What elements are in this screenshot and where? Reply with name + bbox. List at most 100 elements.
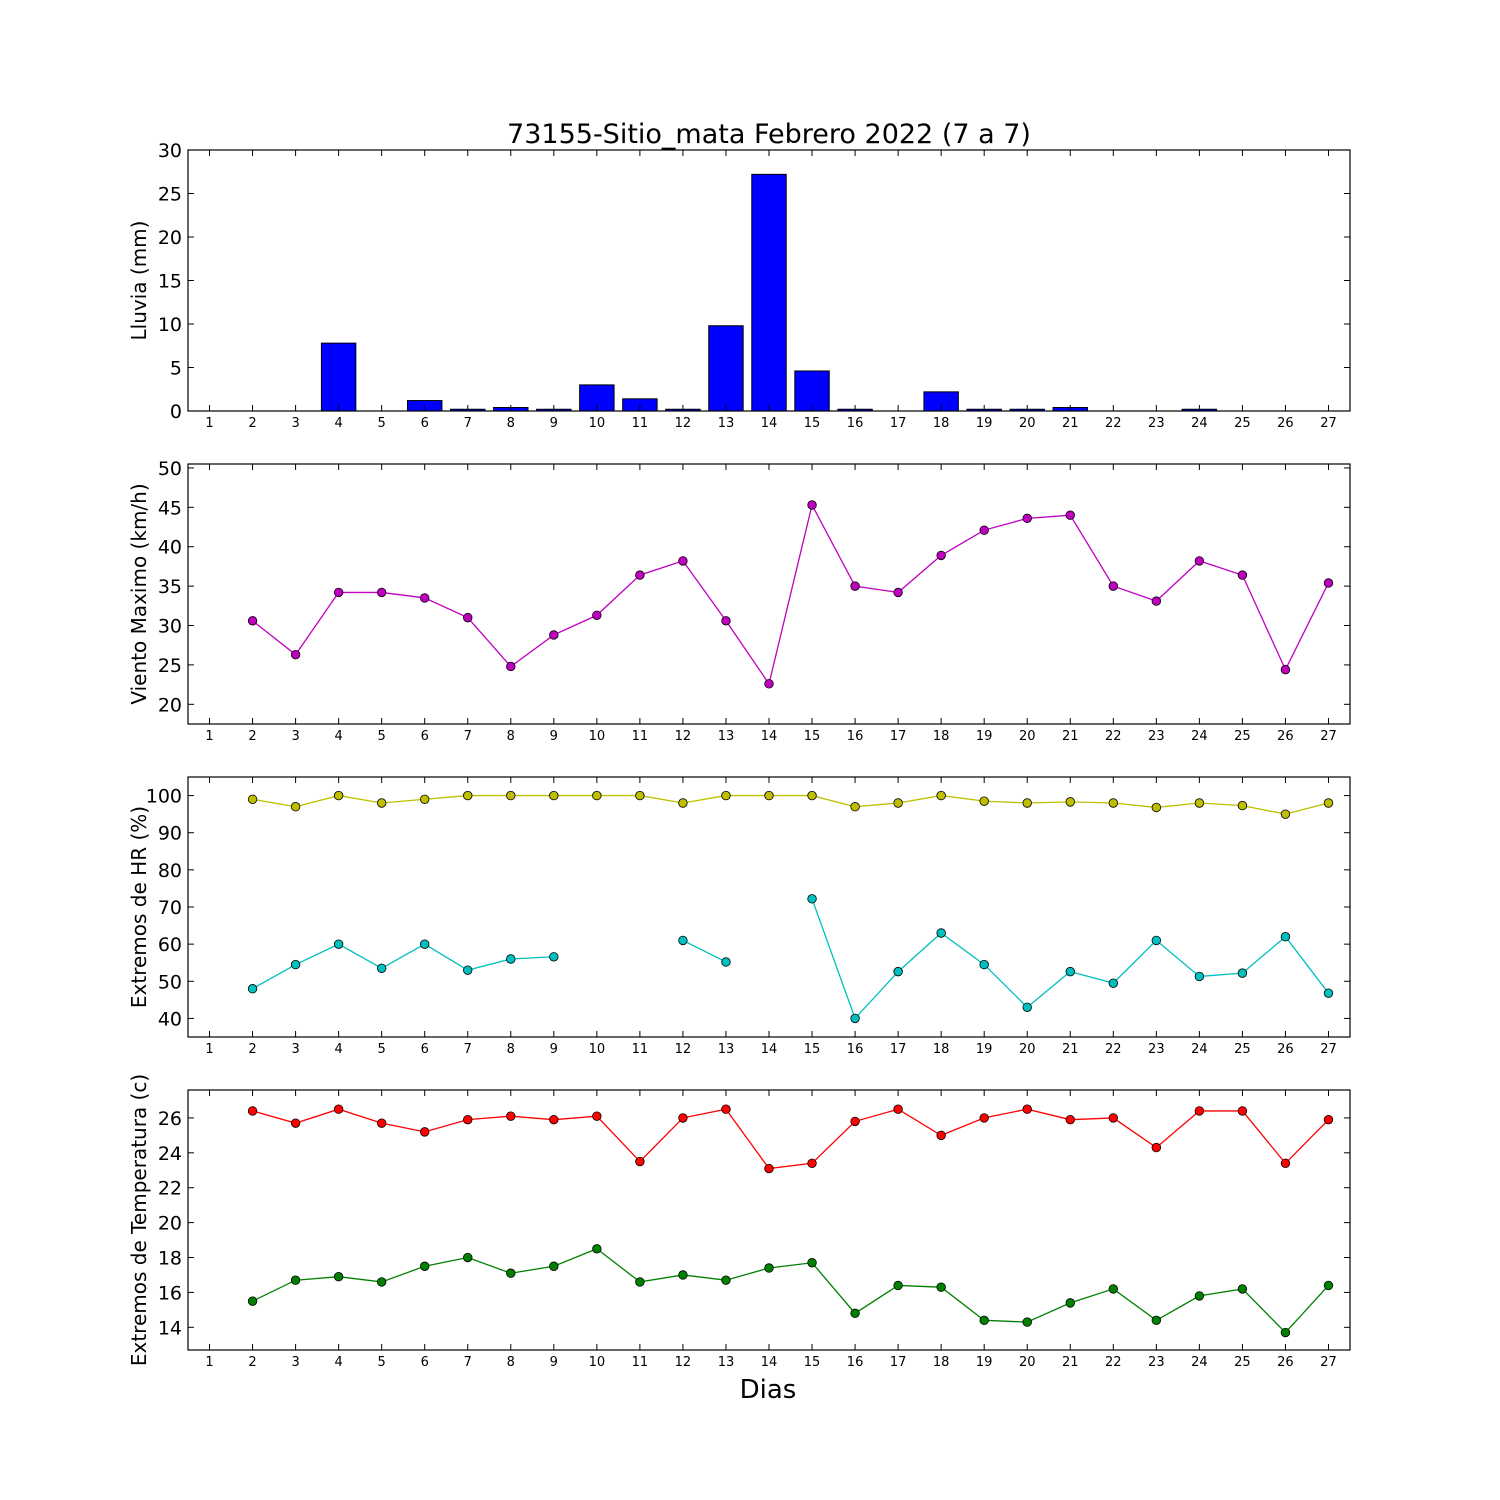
panels: 1 2 3 4 5 6 7 8 9 10 11 12 13 14 15 16 17 18 19 20 21 22 23 24 2… xyxy=(127,140,1351,1370)
data-point xyxy=(333,1104,344,1114)
x-tick-label: 5 xyxy=(378,1042,386,1057)
data-point xyxy=(1194,1291,1205,1301)
data-point xyxy=(1194,556,1205,566)
x-tick-label: 22 xyxy=(1105,1355,1122,1370)
data-point xyxy=(1194,1106,1205,1116)
y-tick-label: 25 xyxy=(158,655,182,677)
data-point xyxy=(549,1261,559,1271)
bar xyxy=(320,342,357,412)
data-point xyxy=(1108,798,1118,808)
x-tick-label: 9 xyxy=(550,416,558,431)
data-point xyxy=(721,957,731,967)
x-tick-label: 14 xyxy=(761,729,778,744)
x-tick-label: 4 xyxy=(334,416,342,431)
data-point xyxy=(376,963,387,973)
x-tick-label: 9 xyxy=(550,729,558,744)
y-tick-label: 5 xyxy=(170,358,182,380)
data-point xyxy=(635,1156,645,1167)
series-line xyxy=(252,1108,1329,1170)
data-point xyxy=(764,790,774,801)
data-point xyxy=(420,1261,430,1271)
data-point xyxy=(979,959,989,970)
data-point xyxy=(1108,1284,1118,1294)
data-point xyxy=(1022,1104,1032,1114)
x-tick-label: 12 xyxy=(675,729,692,744)
data-point xyxy=(1022,1002,1032,1012)
x-tick-label: 5 xyxy=(378,416,386,431)
bar xyxy=(751,173,787,412)
data-point xyxy=(463,1252,473,1263)
data-point xyxy=(1022,513,1032,524)
x-tick-label: 5 xyxy=(378,1355,386,1370)
data-point xyxy=(1323,988,1334,998)
x-tick-label: 13 xyxy=(718,1042,735,1057)
x-tick-label: 27 xyxy=(1320,416,1337,431)
x-tick-label: 8 xyxy=(507,729,515,744)
data-point xyxy=(506,954,516,964)
y-tick-label: 18 xyxy=(158,1248,182,1270)
x-tick-label: 26 xyxy=(1277,729,1294,744)
x-tick-label: 11 xyxy=(632,1042,649,1057)
x-tick-label: 14 xyxy=(761,416,778,431)
data-point xyxy=(936,928,946,938)
x-tick-label: 19 xyxy=(976,729,993,744)
x-tick-label: 24 xyxy=(1191,416,1208,431)
data-point xyxy=(936,1282,946,1292)
data-point xyxy=(376,798,387,808)
series-line xyxy=(252,794,1329,815)
data-point xyxy=(290,802,301,812)
data-point xyxy=(1237,1284,1248,1294)
data-point xyxy=(506,790,516,801)
data-point xyxy=(1108,581,1118,591)
series-line xyxy=(682,939,727,963)
x-tick-label: 1 xyxy=(205,1042,213,1057)
x-tick-label: 16 xyxy=(847,729,864,744)
x-tick-label: 9 xyxy=(550,1042,558,1057)
data-point xyxy=(247,1296,258,1306)
panel-4: 1 2 3 4 5 6 7 8 9 10 11 12 13 14 15 16 17 18 19 20 21 22 23 24 2… xyxy=(127,1074,1351,1370)
data-point xyxy=(893,587,903,598)
x-tick-label: 18 xyxy=(933,1355,950,1370)
x-tick-label: 24 xyxy=(1191,1042,1208,1057)
data-point xyxy=(1065,797,1075,807)
x-tick-label: 17 xyxy=(890,1355,907,1370)
data-point xyxy=(979,1113,989,1123)
x-tick-label: 4 xyxy=(334,729,342,744)
x-tick-label: 10 xyxy=(589,729,606,744)
x-tick-label: 2 xyxy=(248,729,256,744)
data-point xyxy=(807,1258,817,1268)
y-axis-label: Lluvia (mm) xyxy=(127,221,151,341)
x-tick-label: 22 xyxy=(1105,416,1122,431)
data-point xyxy=(506,661,516,672)
x-tick-label: 4 xyxy=(334,1042,342,1057)
y-tick-label: 50 xyxy=(158,971,182,993)
data-point xyxy=(979,1315,989,1326)
x-tick-label: 20 xyxy=(1019,416,1036,431)
y-tick-label: 50 xyxy=(158,458,182,480)
data-point xyxy=(678,1270,688,1280)
x-tick-label: 13 xyxy=(718,416,735,431)
x-tick-label: 19 xyxy=(976,1355,993,1370)
data-point xyxy=(1022,798,1032,808)
x-tick-label: 13 xyxy=(718,729,735,744)
data-point xyxy=(463,1114,473,1125)
data-point xyxy=(893,798,903,808)
x-tick-label: 6 xyxy=(421,1042,429,1057)
data-point xyxy=(764,1263,774,1273)
x-tick-label: 24 xyxy=(1191,729,1208,744)
data-point xyxy=(721,1104,731,1114)
y-tick-label: 40 xyxy=(158,1008,182,1030)
data-point xyxy=(549,630,559,640)
x-tick-label: 23 xyxy=(1148,1355,1165,1370)
x-tick-label: 25 xyxy=(1234,729,1251,744)
data-point xyxy=(1065,1298,1075,1308)
data-point xyxy=(936,1130,946,1141)
x-tick-label: 15 xyxy=(804,1042,821,1057)
x-tick-label: 18 xyxy=(933,416,950,431)
x-tick-label: 2 xyxy=(248,1355,256,1370)
x-tick-label: 8 xyxy=(507,416,515,431)
data-point xyxy=(1323,1280,1334,1291)
data-point xyxy=(1237,570,1248,580)
x-tick-label: 12 xyxy=(675,416,692,431)
